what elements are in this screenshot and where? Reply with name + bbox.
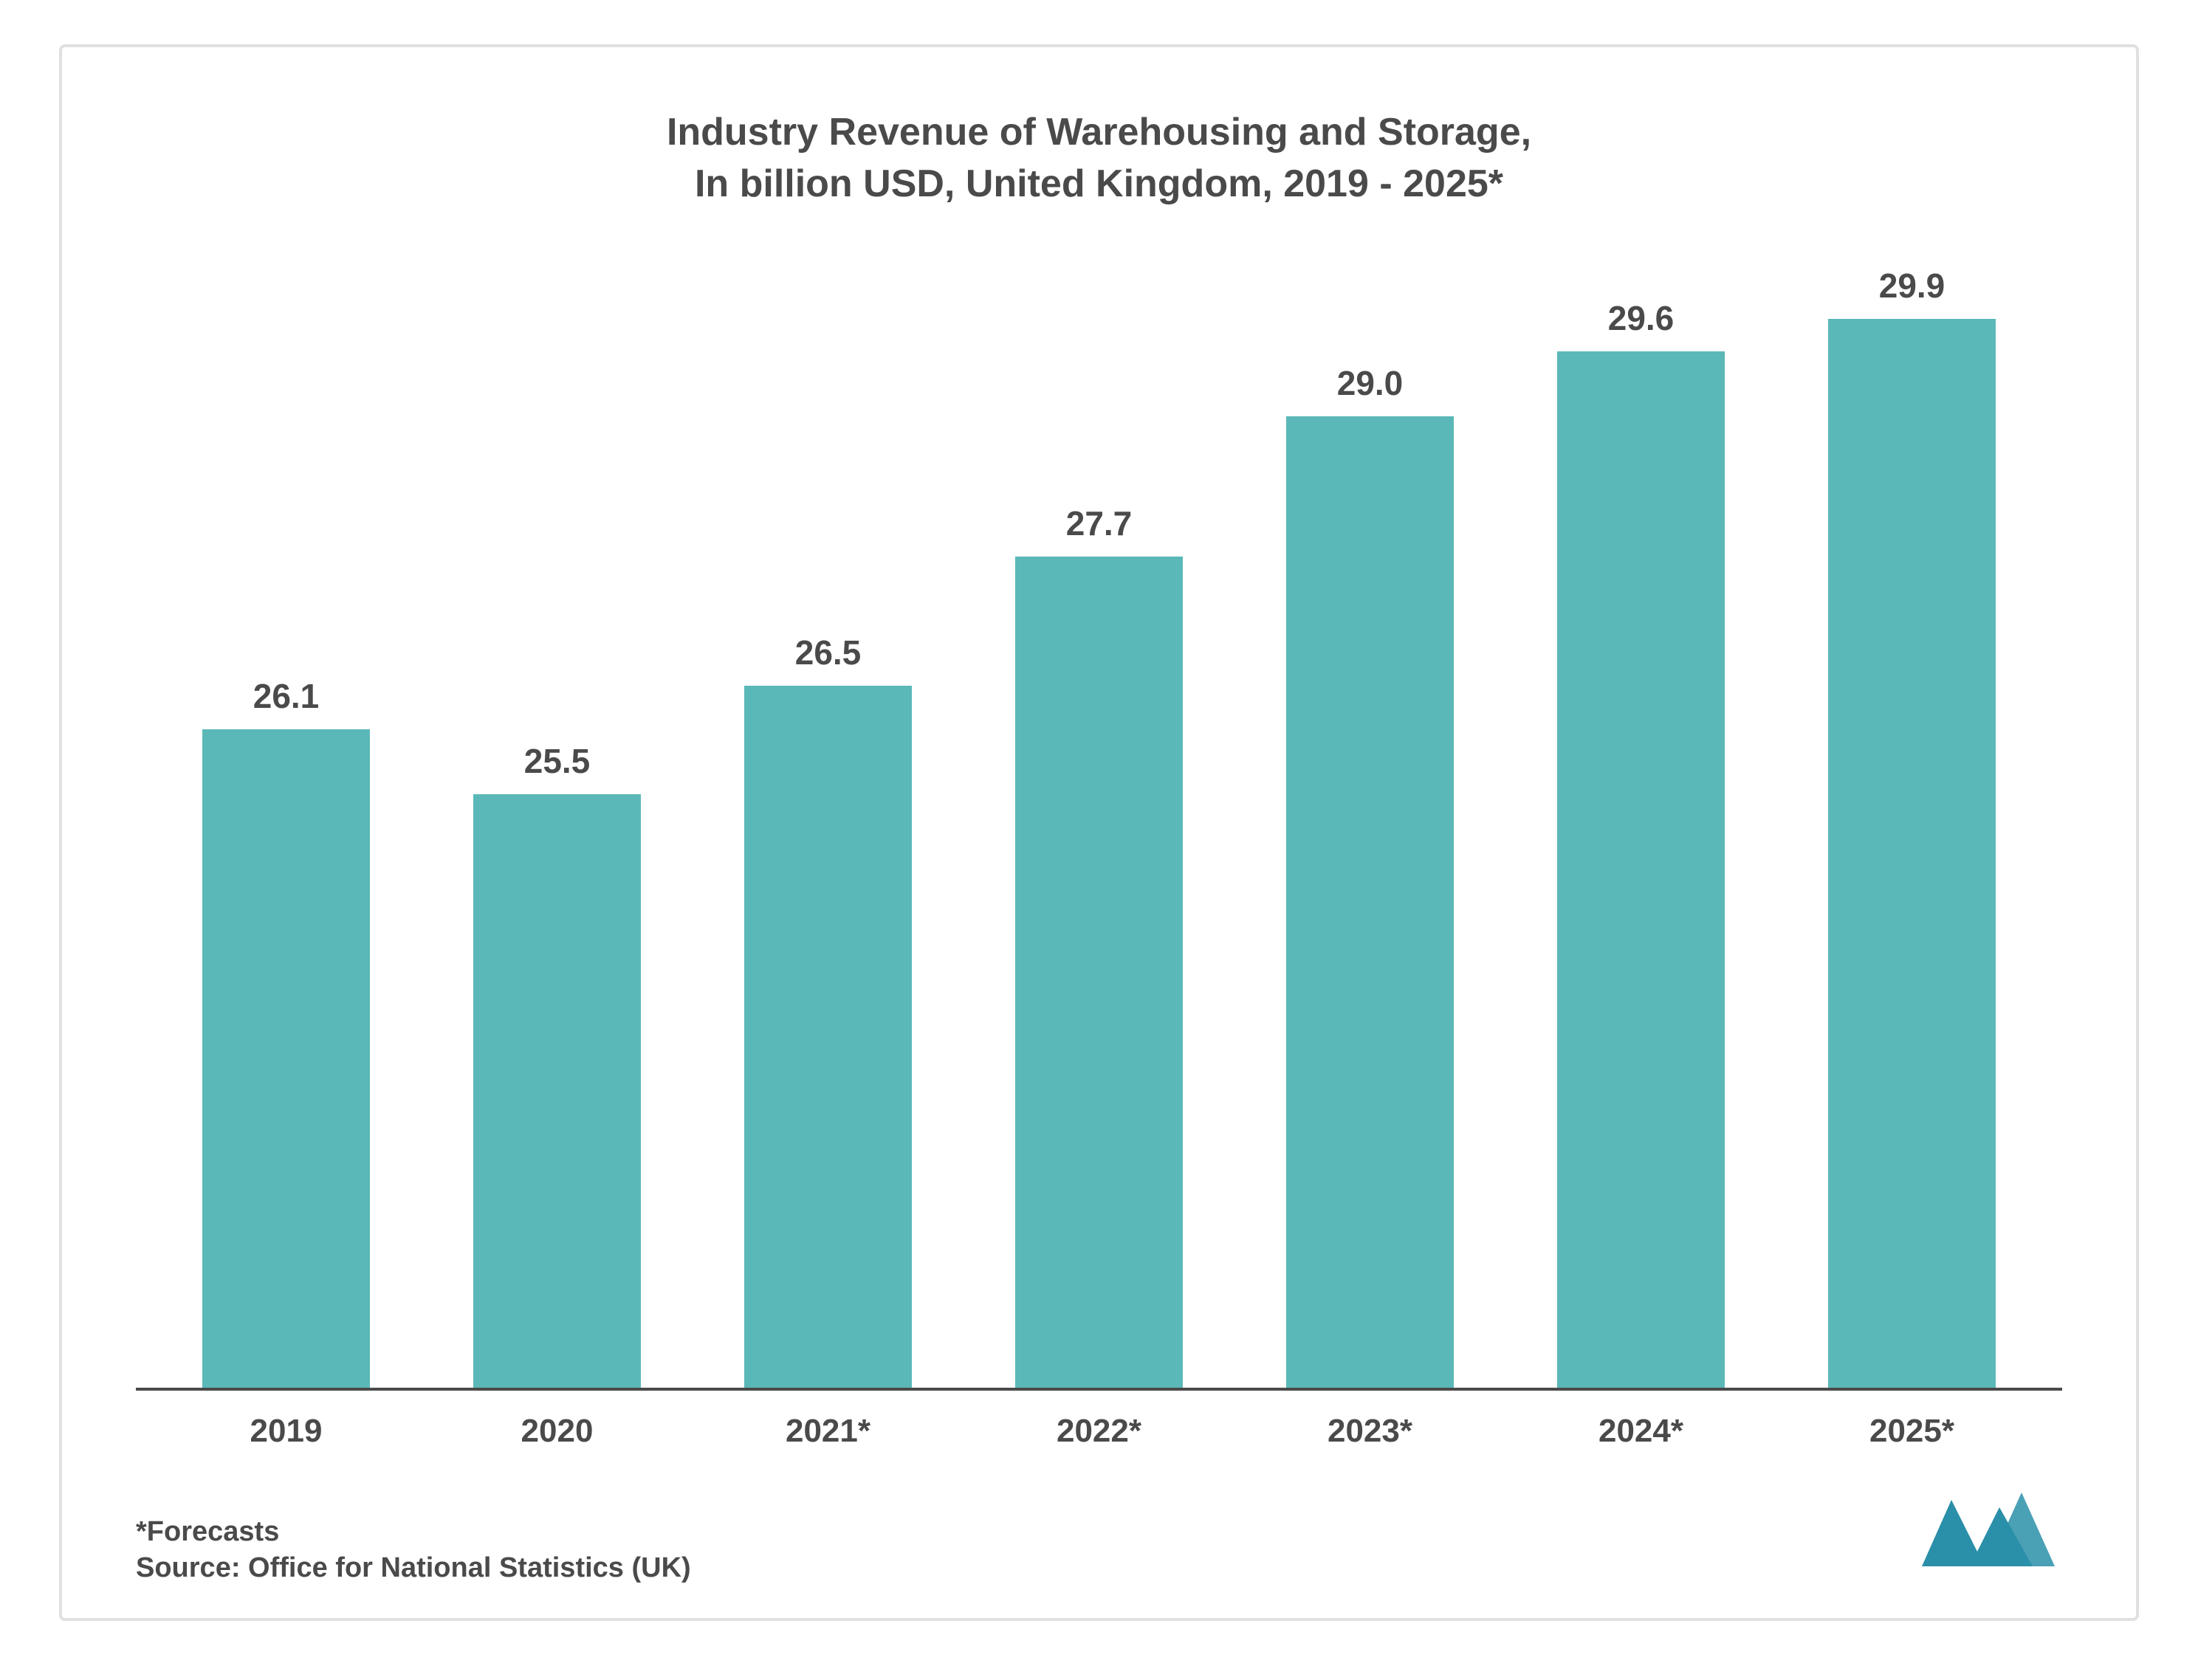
bar-slot: 29.9 [1776, 254, 2047, 1388]
bar [1557, 351, 1725, 1388]
plot-area: 26.125.526.527.729.029.629.9 20192020202… [136, 254, 2062, 1450]
bar-slot: 25.5 [422, 254, 693, 1388]
bar-value-label: 29.9 [1776, 266, 2047, 306]
bar [1286, 416, 1455, 1388]
bar-value-label: 26.5 [693, 633, 964, 672]
brand-logo [1922, 1485, 2055, 1566]
bar [473, 794, 642, 1388]
x-axis-labels: 201920202021*2022*2023*2024*2025* [136, 1391, 2062, 1450]
bar-value-label: 27.7 [964, 503, 1234, 543]
title-line-2: In billion USD, United Kingdom, 2019 - 2… [136, 158, 2062, 210]
bar-slot: 26.5 [693, 254, 964, 1388]
chart-footer: *Forecasts Source: Office for National S… [136, 1516, 2062, 1588]
bar [1828, 319, 1996, 1388]
chart-container: Industry Revenue of Warehousing and Stor… [59, 44, 2139, 1621]
x-axis-label: 2022* [964, 1413, 1234, 1450]
forecast-note: *Forecasts [136, 1516, 2062, 1548]
x-axis-label: 2020 [422, 1413, 693, 1450]
x-axis-label: 2019 [151, 1413, 422, 1450]
x-axis-label: 2024* [1505, 1413, 1776, 1450]
chart-title: Industry Revenue of Warehousing and Stor… [136, 106, 2062, 210]
bar-slot: 26.1 [151, 254, 422, 1388]
bar-slot: 29.6 [1505, 254, 1776, 1388]
bar-value-label: 26.1 [151, 676, 422, 716]
bars-row: 26.125.5 26.5 27.7 29.029.629.9 [136, 254, 2062, 1391]
x-axis-label: 2025* [1776, 1413, 2047, 1450]
title-line-1: Industry Revenue of Warehousing and Stor… [136, 106, 2062, 158]
bar [744, 686, 913, 1388]
bar-value-label: 25.5 [422, 741, 693, 781]
bar-value-label: 29.0 [1234, 363, 1505, 403]
bar-slot: 27.7 [964, 254, 1234, 1388]
bar-slot: 29.0 [1234, 254, 1505, 1388]
bar [202, 729, 371, 1388]
x-axis-label: 2021* [693, 1413, 964, 1450]
x-axis-label: 2023* [1234, 1413, 1505, 1450]
bar [1015, 557, 1184, 1388]
source-note: Source: Office for National Statistics (… [136, 1552, 2062, 1584]
bar-value-label: 29.6 [1505, 298, 1776, 338]
